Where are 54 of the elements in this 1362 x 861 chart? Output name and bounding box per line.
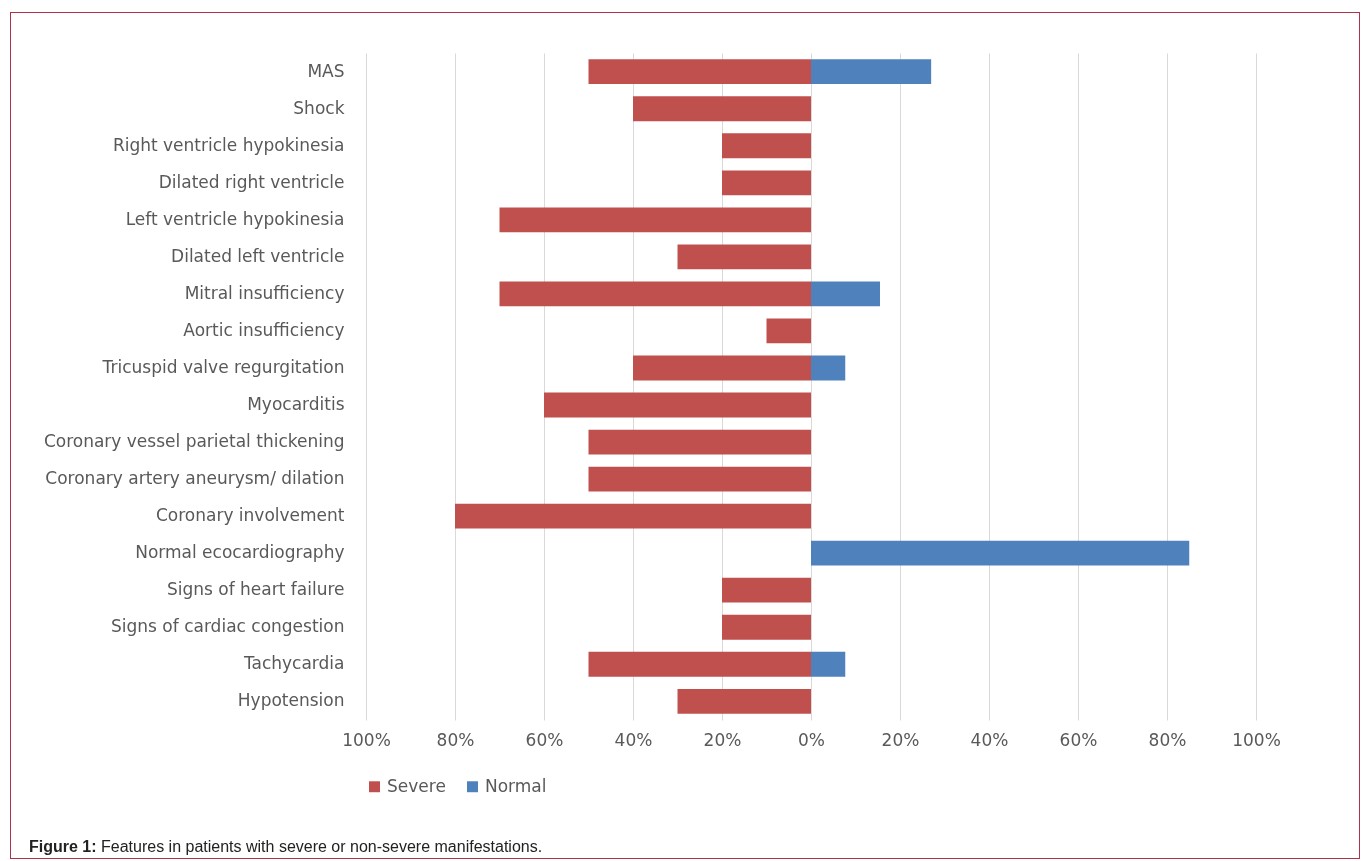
bar — [722, 577, 811, 603]
x-tick-label: 60% — [525, 729, 564, 750]
bar — [677, 244, 811, 270]
y-tick-label: Hypotension — [237, 690, 345, 711]
bar — [811, 59, 932, 85]
y-tick-label: Aortic insufficiency — [183, 319, 345, 340]
x-tick-label: 20% — [703, 729, 742, 750]
y-tick-label: Normal ecocardiography — [135, 542, 345, 563]
y-tick-label: Tachycardia — [242, 653, 345, 674]
x-tick-label: 80% — [436, 729, 475, 750]
x-tick-label: 80% — [1148, 729, 1187, 750]
bar — [588, 429, 811, 455]
y-tick-label: Tricuspid valve regurgitation — [101, 356, 345, 377]
legend-label: Severe — [387, 775, 446, 796]
bar — [633, 96, 811, 122]
x-tick-label: 100% — [1232, 729, 1281, 750]
bar — [544, 392, 811, 418]
bar — [633, 355, 811, 381]
bar — [588, 651, 811, 677]
bar — [588, 59, 811, 85]
y-tick-label: Dilated right ventricle — [158, 171, 345, 192]
bar — [811, 540, 1190, 566]
y-tick-label: Right ventricle hypokinesia — [112, 134, 345, 155]
x-tick-label: 40% — [614, 729, 653, 750]
x-tick-label: 40% — [970, 729, 1009, 750]
bar — [811, 651, 846, 677]
y-tick-label: Coronary artery aneurysm/ dilation — [45, 468, 345, 489]
bar — [455, 503, 811, 529]
bar — [811, 281, 880, 307]
y-tick-label: Coronary involvement — [155, 505, 345, 526]
y-tick-label: Myocarditis — [247, 394, 345, 415]
x-tick-label: 20% — [881, 729, 920, 750]
bar — [722, 170, 811, 196]
x-tick-label: 0% — [798, 729, 825, 750]
y-tick-label: MAS — [307, 60, 345, 81]
caption: Figure 1: Features in patients with severe or non-severe manifestations. — [29, 838, 543, 856]
x-tick-label: 100% — [342, 729, 391, 750]
bar — [499, 207, 811, 233]
y-tick-label: Signs of cardiac congestion — [111, 616, 345, 637]
bar — [722, 133, 811, 159]
bar — [811, 355, 846, 381]
y-tick-label: Mitral insufficiency — [184, 282, 345, 303]
y-tick-label: Left ventricle hypokinesia — [125, 208, 345, 229]
y-tick-label: Dilated left ventricle — [171, 245, 345, 266]
bar — [766, 318, 811, 344]
bar — [722, 614, 811, 640]
legend-label: Normal — [485, 775, 547, 796]
y-tick-label: Coronary vessel parietal thickening — [43, 431, 345, 452]
y-tick-label: Shock — [293, 97, 345, 118]
y-tick-label: Signs of heart failure — [166, 579, 345, 600]
bar — [499, 281, 811, 307]
bar — [588, 466, 811, 492]
x-tick-label: 60% — [1059, 729, 1098, 750]
bar — [677, 688, 811, 714]
